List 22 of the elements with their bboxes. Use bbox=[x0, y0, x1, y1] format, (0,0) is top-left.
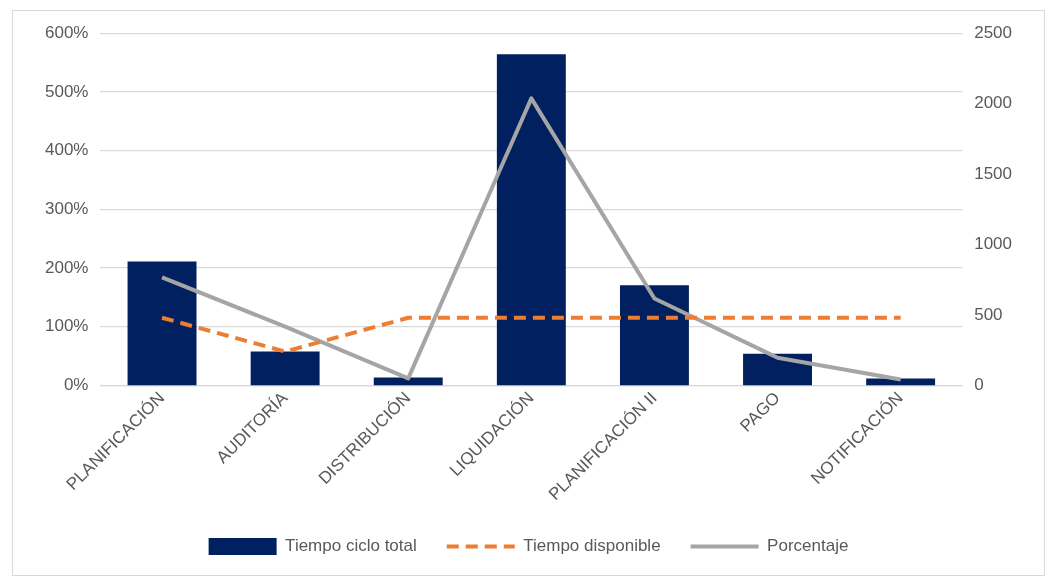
y-tick-label: 100% bbox=[45, 316, 89, 336]
y-tick-label: 600% bbox=[45, 22, 89, 42]
y2-tick-label: 500 bbox=[974, 304, 1003, 324]
legend-label: Tiempo disponible bbox=[523, 536, 661, 556]
y-tick-label: 500% bbox=[45, 81, 89, 101]
bar bbox=[619, 285, 689, 386]
y2-tick-label: 1500 bbox=[974, 163, 1013, 183]
y-tick-label: 0% bbox=[63, 375, 89, 395]
y-tick-label: 200% bbox=[45, 257, 89, 277]
y2-tick-label: 2500 bbox=[974, 22, 1013, 42]
y-tick-label: 300% bbox=[45, 198, 89, 218]
y2-tick-label: 0 bbox=[974, 375, 984, 395]
y2-tick-label: 2000 bbox=[974, 93, 1013, 113]
bar bbox=[743, 353, 812, 386]
bar bbox=[250, 351, 320, 386]
legend-label: Porcentaje bbox=[767, 536, 849, 556]
bar bbox=[496, 54, 566, 386]
bar bbox=[127, 261, 197, 386]
bar bbox=[373, 377, 443, 386]
y-tick-label: 400% bbox=[45, 140, 89, 160]
y2-tick-label: 1000 bbox=[974, 234, 1013, 254]
legend-label: Tiempo ciclo total bbox=[285, 536, 417, 556]
